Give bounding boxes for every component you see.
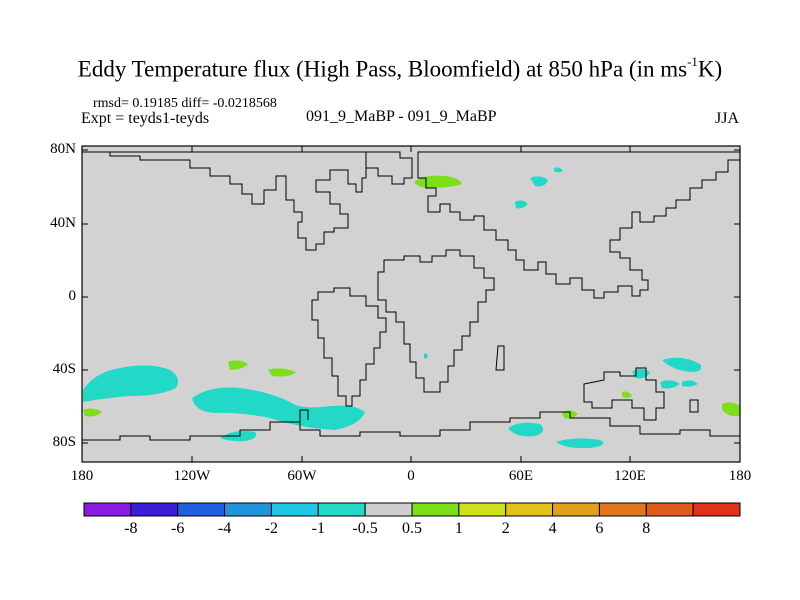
patch-siberia [515, 200, 528, 209]
coast-madagascar [495, 345, 505, 371]
patch-green-pacific [268, 368, 296, 377]
colorbar-box [645, 502, 694, 517]
patch-australia-east [662, 357, 702, 372]
patch-south-pacific-east [192, 387, 365, 430]
patch-east-asia [554, 167, 563, 173]
coast-greenland [366, 151, 413, 185]
patch-indian-ocean-south [508, 422, 544, 437]
colorbar-box [692, 502, 741, 517]
patch-indian-ocean-south2 [556, 438, 604, 449]
colorbar-box [317, 502, 366, 517]
colorbar-tick-label: -2 [264, 520, 279, 537]
colorbar-tick-label: -1 [311, 520, 325, 537]
coast-eurasia [417, 151, 741, 299]
coast-antarctic-peninsula [299, 409, 309, 422]
coast-north-america [82, 151, 367, 251]
season-label: JJA [715, 110, 740, 127]
colorbar-tick-label: 1 [454, 520, 463, 537]
lat-label-40n: 40N [50, 215, 76, 231]
colorbar-box [552, 502, 600, 517]
patch-green-west [83, 408, 102, 417]
lat-label-40s: 40S [52, 361, 76, 377]
coast-africa [377, 249, 495, 393]
lon-label-180e: 180 [728, 468, 752, 484]
coast-australia [583, 367, 665, 421]
lat-label-80n: 80N [50, 141, 76, 157]
colorbar-box [270, 502, 319, 517]
lon-label-0: 0 [407, 468, 415, 484]
coastlines [82, 151, 741, 441]
patch-africa-south [424, 353, 428, 359]
colorbar-tick-label: -4 [217, 520, 232, 537]
colorbar-box [598, 502, 647, 517]
colorbar-tick-label: 4 [548, 520, 557, 537]
axis-ticks [81, 146, 741, 462]
lat-label-80s: 80S [52, 434, 76, 450]
colorbar-tick-label: -8 [124, 520, 138, 537]
map-background [82, 146, 740, 462]
lon-label-120w: 120W [173, 468, 211, 484]
chart-title: Eddy Temperature flux (High Pass, Bloomf… [0, 54, 800, 83]
colorbar-box [224, 502, 272, 517]
colorbar-tick-label: 6 [595, 520, 604, 537]
coast-antarctica [82, 411, 740, 441]
colorbar-box [130, 502, 179, 517]
patch-tasman [660, 380, 680, 389]
colorbar-box [411, 502, 460, 517]
experiment-label: Expt = teyds1-teyds [81, 110, 210, 127]
patch-green-east-edge [722, 402, 740, 417]
colorbar-tick-label: -0.5 [352, 520, 378, 537]
patch-kamchatka [530, 176, 548, 187]
colorbar-tick-label: 8 [642, 520, 651, 537]
colorbar-tick-label: -6 [171, 520, 185, 537]
comparison-label: 091_9_MaBP - 091_9_MaBP [306, 108, 497, 125]
lon-label-180w: 180 [70, 468, 94, 484]
flux-anomaly-patches [83, 167, 740, 449]
patch-green-south-atlantic [228, 360, 248, 370]
patch-south-pacific-west [83, 365, 178, 402]
colorbar-box [505, 502, 554, 517]
lat-label-eq: 0 [68, 288, 77, 304]
colorbar-box [364, 502, 413, 517]
colorbar-box [83, 502, 132, 517]
colorbar-tick-label: 2 [501, 520, 510, 537]
coast-new-zealand [689, 399, 699, 413]
title-superscript: -1 [687, 54, 698, 69]
colorbar-box [458, 502, 507, 517]
patch-south-east [682, 380, 698, 387]
lon-label-60e: 60E [508, 468, 534, 484]
lon-label-120e: 120E [614, 468, 646, 484]
colorbar-box [177, 502, 226, 517]
patch-green-australia [622, 391, 632, 398]
lon-label-60w: 60W [287, 468, 317, 484]
coast-south-america [311, 287, 387, 407]
colorbar [83, 502, 741, 517]
colorbar-tick-label: 0.5 [402, 520, 422, 537]
stats-label: rmsd= 0.19185 diff= -0.0218568 [93, 96, 277, 111]
title-units-end: K) [697, 56, 723, 82]
title-text: Eddy Temperature flux (High Pass, Bloomf… [77, 56, 688, 82]
